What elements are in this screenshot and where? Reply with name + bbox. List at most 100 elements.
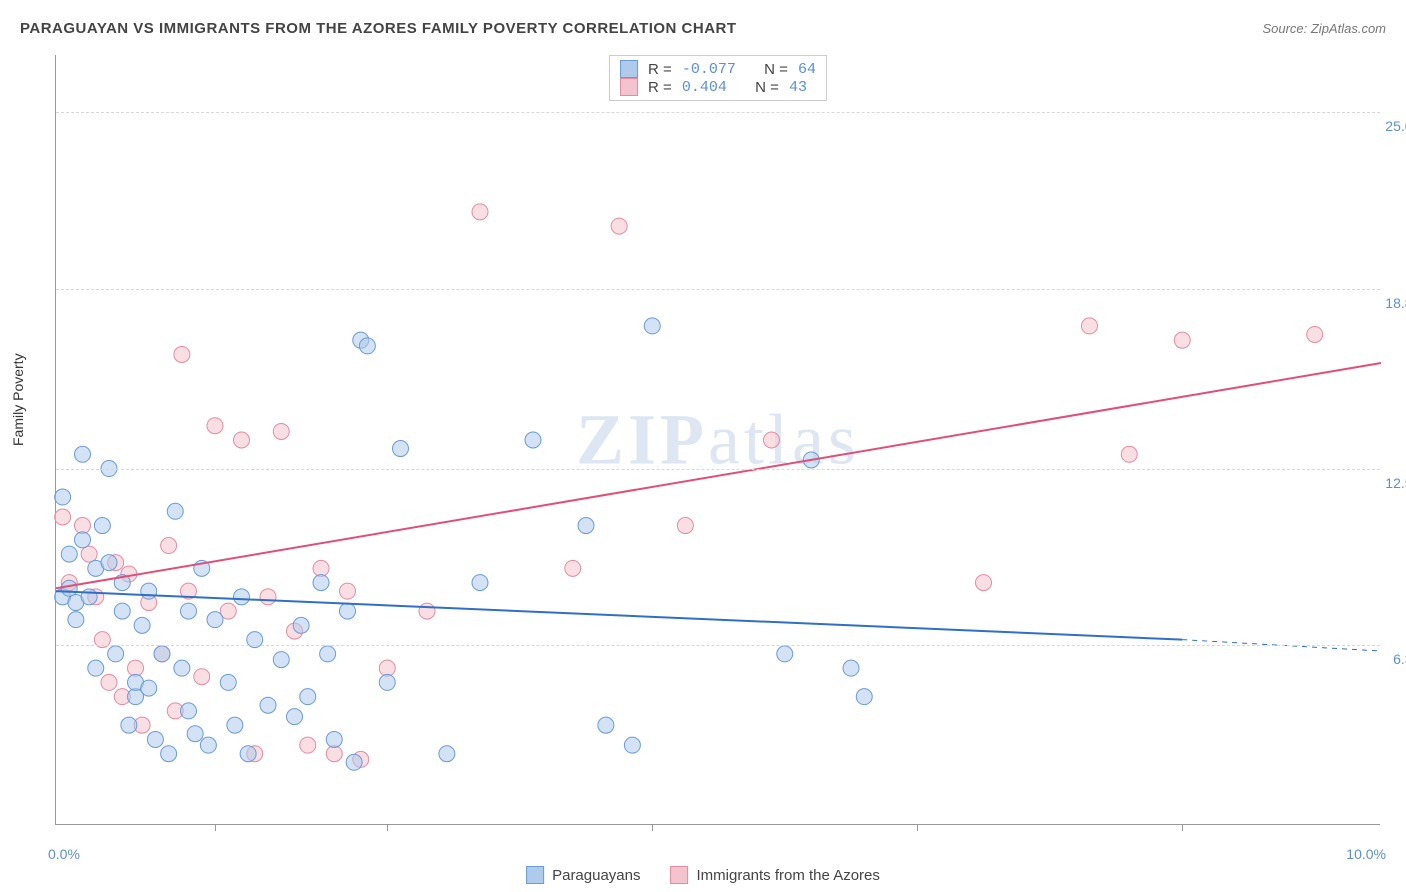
data-point — [161, 746, 177, 762]
data-point — [764, 432, 780, 448]
data-point — [379, 660, 395, 676]
data-point — [326, 746, 342, 762]
swatch-a-icon — [620, 60, 638, 78]
data-point — [227, 717, 243, 733]
data-point — [68, 612, 84, 628]
data-point — [61, 580, 77, 596]
data-point — [167, 503, 183, 519]
data-point — [565, 560, 581, 576]
data-point — [94, 518, 110, 534]
series-a-name: Paraguayans — [552, 867, 640, 884]
data-point — [88, 660, 104, 676]
data-point — [114, 603, 130, 619]
data-point — [75, 446, 91, 462]
data-point — [598, 717, 614, 733]
data-point — [1307, 326, 1323, 342]
series-b-name: Immigrants from the Azores — [697, 867, 880, 884]
data-point — [61, 546, 77, 562]
data-point — [472, 204, 488, 220]
data-point — [81, 589, 97, 605]
data-point — [525, 432, 541, 448]
data-point — [121, 717, 137, 733]
data-point — [777, 646, 793, 662]
data-point — [293, 617, 309, 633]
chart-title: PARAGUAYAN VS IMMIGRANTS FROM THE AZORES… — [20, 20, 737, 37]
data-point — [313, 560, 329, 576]
data-point — [320, 646, 336, 662]
legend-r-a: -0.077 — [682, 61, 736, 78]
data-point — [75, 518, 91, 534]
chart-container: PARAGUAYAN VS IMMIGRANTS FROM THE AZORES… — [0, 0, 1406, 892]
swatch-b-icon-2 — [671, 866, 689, 884]
legend-item-b: Immigrants from the Azores — [671, 866, 880, 884]
legend-r-label: R = — [648, 61, 672, 78]
data-point — [161, 538, 177, 554]
legend-r-b: 0.404 — [682, 79, 727, 96]
data-point — [359, 338, 375, 354]
data-point — [260, 697, 276, 713]
data-point — [273, 423, 289, 439]
data-point — [578, 518, 594, 534]
y-gridline-label: 18.8% — [1385, 295, 1406, 311]
swatch-b-icon — [620, 78, 638, 96]
legend-row-b: R = 0.404 N = 43 — [620, 78, 816, 96]
data-point — [856, 689, 872, 705]
trend-line — [56, 363, 1381, 588]
data-point — [419, 603, 435, 619]
legend-n-label-2: N = — [755, 79, 779, 96]
data-point — [393, 441, 409, 457]
data-point — [234, 589, 250, 605]
x-axis-max: 10.0% — [1346, 846, 1386, 862]
plot-area: ZIPatlas R = -0.077 N = 64 R = 0.404 N =… — [55, 55, 1380, 825]
data-point — [843, 660, 859, 676]
legend-r-label-2: R = — [648, 79, 672, 96]
data-point — [75, 532, 91, 548]
data-point — [147, 731, 163, 747]
data-point — [181, 603, 197, 619]
data-point — [677, 518, 693, 534]
legend-row-a: R = -0.077 N = 64 — [620, 60, 816, 78]
data-point — [326, 731, 342, 747]
data-point — [611, 218, 627, 234]
y-axis-label: Family Poverty — [10, 353, 26, 446]
data-point — [55, 509, 71, 525]
data-point — [260, 589, 276, 605]
data-point — [624, 737, 640, 753]
x-axis-min: 0.0% — [48, 846, 80, 862]
data-point — [340, 583, 356, 599]
data-point — [187, 726, 203, 742]
title-row: PARAGUAYAN VS IMMIGRANTS FROM THE AZORES… — [20, 20, 1386, 37]
data-point — [108, 646, 124, 662]
data-point — [439, 746, 455, 762]
data-point — [340, 603, 356, 619]
data-point — [174, 660, 190, 676]
data-point — [141, 680, 157, 696]
correlation-legend: R = -0.077 N = 64 R = 0.404 N = 43 — [609, 55, 827, 101]
data-point — [472, 575, 488, 591]
legend-item-a: Paraguayans — [526, 866, 640, 884]
data-point — [101, 555, 117, 571]
legend-n-a: 64 — [798, 61, 816, 78]
data-point — [181, 703, 197, 719]
data-point — [300, 737, 316, 753]
data-point — [1174, 332, 1190, 348]
y-gridline-label: 6.3% — [1393, 651, 1406, 667]
data-point — [207, 612, 223, 628]
data-point — [300, 689, 316, 705]
data-point — [101, 674, 117, 690]
data-point — [220, 674, 236, 690]
data-point — [174, 346, 190, 362]
y-gridline-label: 25.0% — [1385, 118, 1406, 134]
data-point — [55, 489, 71, 505]
data-point — [134, 617, 150, 633]
data-point — [379, 674, 395, 690]
data-point — [1082, 318, 1098, 334]
data-point — [1121, 446, 1137, 462]
plot-svg — [56, 55, 1380, 824]
data-point — [644, 318, 660, 334]
data-point — [346, 754, 362, 770]
data-point — [313, 575, 329, 591]
data-point — [141, 583, 157, 599]
data-point — [81, 546, 97, 562]
data-point — [200, 737, 216, 753]
